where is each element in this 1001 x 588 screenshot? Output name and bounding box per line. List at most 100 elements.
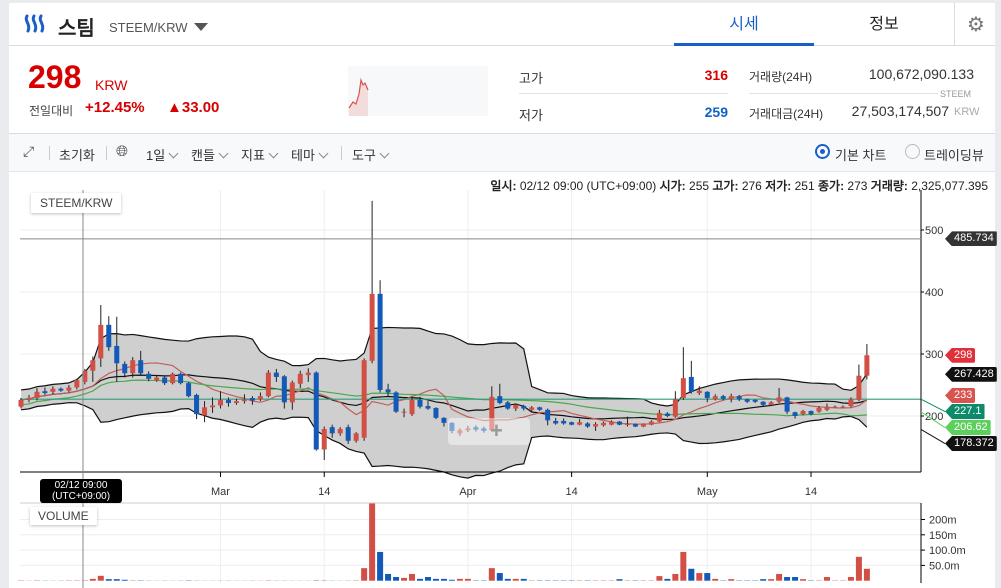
candle bbox=[776, 397, 782, 402]
candle bbox=[640, 424, 646, 427]
price-tag: 267.428 bbox=[945, 366, 997, 382]
volume-bar bbox=[321, 580, 328, 581]
candle bbox=[106, 324, 112, 348]
candle bbox=[146, 373, 152, 379]
candle bbox=[577, 422, 583, 425]
basic-chart-label[interactable]: 기본 차트 bbox=[835, 148, 887, 163]
volume-bar bbox=[528, 580, 535, 581]
volume-bar bbox=[672, 573, 679, 581]
candle bbox=[513, 404, 519, 409]
candle bbox=[529, 407, 535, 410]
globe-icon[interactable]: 🌐︎ bbox=[116, 143, 129, 160]
tooltip-open: 255 bbox=[689, 179, 710, 193]
volume-bar bbox=[393, 577, 400, 581]
candle bbox=[66, 387, 72, 391]
candle bbox=[489, 396, 495, 431]
candle bbox=[361, 360, 367, 438]
basic-chart-radio[interactable] bbox=[815, 144, 830, 159]
x-tick-label: 14 bbox=[318, 486, 330, 498]
volume-bar bbox=[89, 578, 96, 581]
volume-bar bbox=[536, 580, 543, 581]
candle bbox=[561, 420, 567, 424]
candle bbox=[417, 399, 423, 407]
candle bbox=[664, 413, 670, 416]
high-label: 고가 bbox=[519, 71, 543, 86]
y-tick-label: 200 bbox=[925, 411, 943, 423]
candle bbox=[409, 399, 415, 415]
tooltip-close-label: 종가: bbox=[817, 179, 845, 193]
volume-label: 거래량(24H) bbox=[749, 70, 813, 84]
tools-dropdown[interactable]: 도구 bbox=[352, 145, 390, 164]
divider bbox=[749, 93, 938, 94]
candle bbox=[768, 402, 774, 405]
volume-bar bbox=[736, 580, 743, 581]
candle bbox=[345, 427, 351, 441]
candle bbox=[337, 429, 343, 434]
candle bbox=[465, 428, 471, 431]
zoom-in-icon[interactable]: + bbox=[490, 418, 503, 443]
candle bbox=[752, 399, 758, 402]
volume-bar bbox=[464, 578, 471, 581]
candle bbox=[816, 407, 822, 412]
divider bbox=[341, 146, 342, 160]
volume-bar bbox=[73, 580, 80, 581]
volume-bar bbox=[847, 577, 854, 581]
volume-bar bbox=[401, 577, 408, 581]
volume-tick-label: 50.0m bbox=[929, 560, 960, 572]
candle bbox=[712, 396, 718, 400]
volume-bar bbox=[800, 579, 807, 581]
volume-bar bbox=[816, 580, 822, 581]
change-amount: ▲33.00 bbox=[167, 99, 220, 116]
candle bbox=[241, 399, 247, 402]
price-tag: 485.734 bbox=[945, 231, 997, 247]
change-percent: +12.45% bbox=[85, 99, 145, 116]
candle bbox=[473, 427, 479, 430]
tab-info[interactable]: 정보 bbox=[869, 16, 899, 33]
volume-value: 100,672,090.133 bbox=[868, 66, 974, 82]
candle bbox=[481, 428, 487, 431]
tradingview-label[interactable]: 트레이딩뷰 bbox=[924, 148, 984, 163]
candle bbox=[425, 406, 431, 409]
candle bbox=[585, 423, 591, 427]
volume-bar bbox=[137, 580, 144, 581]
candle bbox=[58, 388, 64, 391]
volume-bar bbox=[456, 578, 463, 581]
volume-bar bbox=[568, 580, 575, 581]
volume-bar bbox=[448, 579, 455, 581]
candle-dropdown[interactable]: 캔들 bbox=[191, 145, 229, 164]
price-currency: KRW bbox=[95, 77, 128, 93]
divider bbox=[954, 3, 955, 46]
candle bbox=[736, 396, 742, 400]
divider bbox=[49, 146, 50, 160]
candle bbox=[672, 399, 678, 417]
volume-bar bbox=[472, 580, 479, 581]
reset-button[interactable]: 초기화 bbox=[59, 148, 95, 163]
tradingview-radio[interactable] bbox=[905, 144, 920, 159]
candle bbox=[720, 396, 726, 399]
candle bbox=[601, 422, 607, 426]
price-tag: 233 bbox=[945, 388, 976, 404]
candle bbox=[154, 377, 160, 381]
zoom-controls[interactable]: + bbox=[448, 418, 530, 445]
change-label: 전일대비 bbox=[29, 104, 74, 118]
candle bbox=[856, 375, 862, 400]
candle bbox=[401, 411, 407, 413]
gear-icon[interactable]: ⚙ bbox=[967, 14, 985, 36]
volume-bar bbox=[600, 580, 607, 581]
volume-bar bbox=[560, 580, 567, 581]
volume-bar bbox=[808, 580, 815, 581]
candle bbox=[728, 396, 734, 400]
volume-bar bbox=[616, 579, 623, 581]
pair-dropdown-caret-icon[interactable] bbox=[194, 23, 208, 31]
volume-bar bbox=[361, 568, 368, 581]
tab-price[interactable]: 시세 bbox=[674, 3, 814, 46]
candle bbox=[98, 324, 104, 359]
fullscreen-icon[interactable]: ⤢ bbox=[23, 143, 35, 159]
theme-dropdown[interactable]: 테마 bbox=[291, 145, 329, 164]
indicator-dropdown[interactable]: 지표 bbox=[241, 145, 279, 164]
steem-logo-icon bbox=[24, 14, 45, 33]
candle bbox=[648, 421, 654, 425]
interval-dropdown[interactable]: 1일 bbox=[146, 145, 179, 164]
bollinger-middle-line bbox=[20, 374, 868, 421]
